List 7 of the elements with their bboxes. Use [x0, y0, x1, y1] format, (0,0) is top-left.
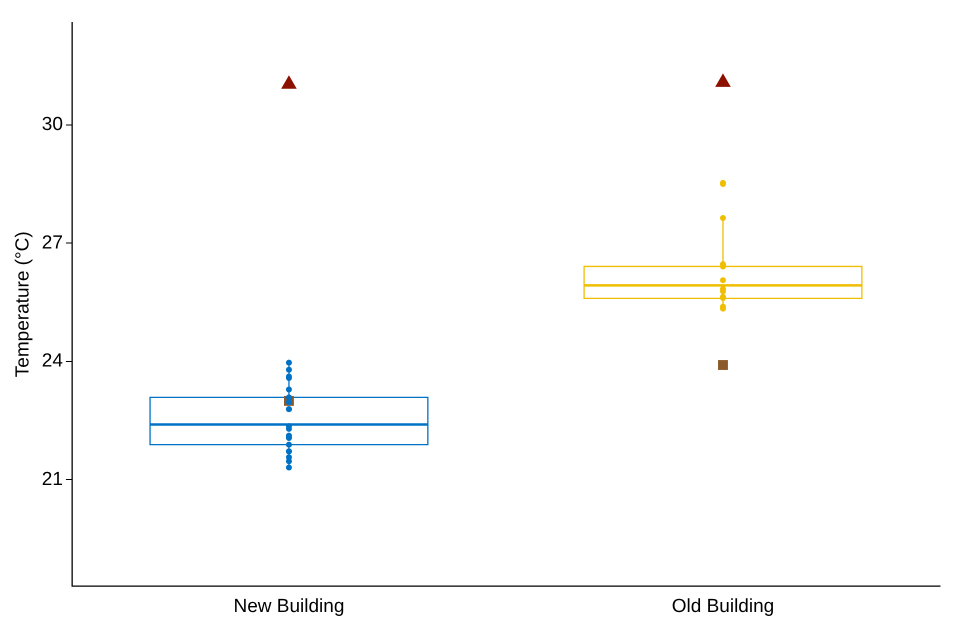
y-tick-label: 30 — [42, 114, 63, 136]
y-tick-label: 27 — [42, 232, 63, 254]
y-tick-label: 21 — [42, 468, 63, 490]
x-tick-label: Old Building — [672, 596, 774, 617]
x-tick-label: New Building — [233, 596, 344, 617]
y-axis-title: Temperature (°C) — [12, 231, 34, 378]
y-tick-label: 24 — [42, 350, 64, 372]
